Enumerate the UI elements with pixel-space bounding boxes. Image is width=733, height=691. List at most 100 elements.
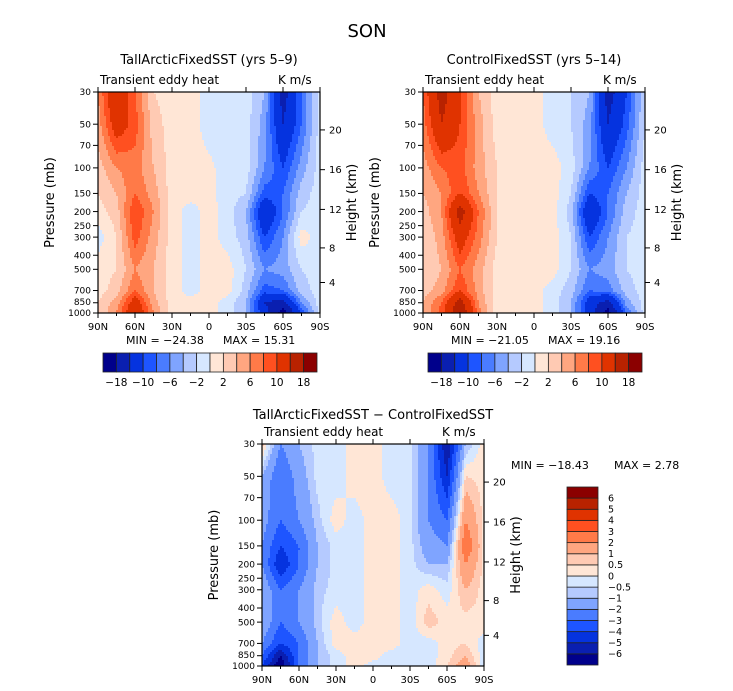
contour-cell [250,132,261,135]
contour-cell [252,280,259,283]
contour-cell [453,250,460,253]
contour-cell [423,122,426,125]
contour-cell [452,484,457,487]
contour-cell [200,112,253,115]
y-axis-right-label: Height (km) [345,164,360,241]
contour-cell [110,218,121,221]
contour-cell [280,250,289,253]
contour-cell [467,286,476,289]
contour-cell [447,302,456,305]
contour-cell [268,230,277,233]
contour-cell [442,484,451,487]
contour-cell [140,200,151,203]
contour-cell [166,184,217,187]
contour-cell [252,192,257,195]
contour-cell [294,246,321,249]
contour-cell [256,288,263,291]
contour-cell [250,218,255,221]
contour-cell [124,260,133,263]
contour-cell [439,260,450,263]
contour-cell [290,226,297,229]
contour-cell [412,454,419,457]
contour-cell [605,222,614,225]
contour-cell [639,116,646,119]
contour-cell [272,140,277,143]
contour-cell [428,454,435,457]
contour-cell [434,478,443,481]
contour-cell [182,280,201,283]
contour-cell [629,122,636,125]
contour-cell [148,294,157,297]
contour-cell [621,128,630,131]
contour-cell [110,278,123,281]
contour-cell [619,138,628,141]
contour-cell [98,230,103,233]
contour-cell [282,200,291,203]
contour-cell [250,146,259,149]
contour-cell [601,134,620,137]
contour-cell [142,256,157,259]
contour-cell [236,234,249,237]
contour-cell [458,448,463,451]
contour-cell [418,446,429,449]
contour-cell [306,92,313,95]
contour-cell [567,214,574,217]
contour-cell [312,114,319,117]
contour-cell [110,118,129,121]
contour-cell [272,222,281,225]
contour-cell [250,158,259,161]
x-tick-label: 90N [88,322,108,333]
contour-cell [623,290,638,293]
contour-cell [473,198,482,201]
contour-cell [475,168,486,171]
contour-cell [382,472,413,475]
contour-cell [108,212,121,215]
contour-cell [116,248,123,251]
contour-cell [456,478,461,481]
contour-cell [300,230,307,233]
contour-cell [182,212,201,215]
contour-cell [601,130,622,133]
contour-cell [619,226,632,229]
contour-cell [104,142,113,145]
contour-cell [423,220,432,223]
contour-cell [464,476,467,479]
contour-cell [439,102,448,105]
contour-cell [623,126,630,129]
contour-cell [589,248,594,251]
contour-cell [252,204,257,207]
contour-cell [132,300,141,303]
contour-cell [304,142,311,145]
contour-cell [629,298,640,301]
contour-cell [318,94,321,97]
contour-cell [437,252,448,255]
contour-cell [571,256,578,259]
contour-cell [483,140,494,143]
contour-cell [182,282,201,285]
contour-cell [641,174,646,177]
contour-cell [252,258,261,261]
contour-cell [434,454,439,457]
contour-cell [268,92,271,95]
contour-cell [631,142,638,145]
contour-cell [168,236,183,239]
contour-cell [425,296,438,299]
contour-cell [631,178,642,181]
contour-cell [583,200,588,203]
contour-cell [304,456,315,459]
contour-cell [587,198,598,201]
contour-cell [276,460,289,463]
contour-cell [571,236,576,239]
contour-cell [475,140,484,143]
contour-cell [384,482,413,485]
contour-cell [569,196,576,199]
contour-cell [168,216,183,219]
contour-cell [412,460,419,463]
contour-cell [120,302,125,305]
contour-cell [300,162,309,165]
contour-cell [557,204,568,207]
contour-cell [106,124,113,127]
contour-cell [461,120,468,123]
contour-cell [474,458,485,461]
contour-cell [314,174,321,177]
